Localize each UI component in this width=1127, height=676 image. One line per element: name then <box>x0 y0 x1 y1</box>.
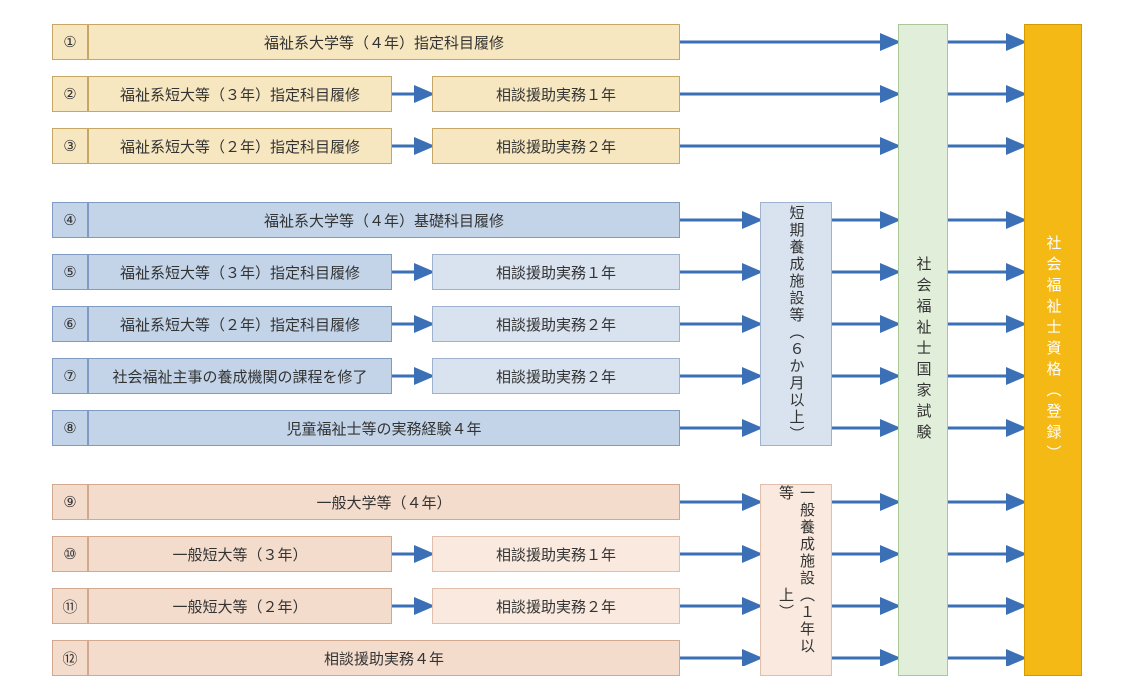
route-stage-a: 福祉系大学等（４年）指定科目履修 <box>88 24 680 60</box>
route-number: ⑤ <box>52 254 88 290</box>
route-number: ⑦ <box>52 358 88 394</box>
route-stage-a: 福祉系短大等（３年）指定科目履修 <box>88 76 392 112</box>
route-stage-b: 相談援助実務２年 <box>432 128 680 164</box>
route-stage-b: 相談援助実務２年 <box>432 588 680 624</box>
route-stage-b: 相談援助実務１年 <box>432 76 680 112</box>
route-stage-a: 福祉系大学等（４年）基礎科目履修 <box>88 202 680 238</box>
route-number: ⑥ <box>52 306 88 342</box>
route-number: ⑪ <box>52 588 88 624</box>
route-stage-a: 児童福祉士等の実務経験４年 <box>88 410 680 446</box>
route-number: ③ <box>52 128 88 164</box>
route-number: ② <box>52 76 88 112</box>
training-box-short: 短期養成施設等（６か月以上） <box>760 202 832 446</box>
route-stage-a: 一般短大等（３年） <box>88 536 392 572</box>
route-number: ④ <box>52 202 88 238</box>
route-stage-a: 福祉系短大等（２年）指定科目履修 <box>88 128 392 164</box>
route-stage-b: 相談援助実務１年 <box>432 536 680 572</box>
route-stage-a: 福祉系短大等（２年）指定科目履修 <box>88 306 392 342</box>
route-stage-a: 一般短大等（２年） <box>88 588 392 624</box>
route-stage-b: 相談援助実務１年 <box>432 254 680 290</box>
route-stage-b: 相談援助実務２年 <box>432 306 680 342</box>
training-box-general: 一般養成施設等（１年以上） <box>760 484 832 676</box>
route-number: ⑧ <box>52 410 88 446</box>
route-stage-a: 相談援助実務４年 <box>88 640 680 676</box>
national-exam-box: 社会福祉士国家試験 <box>898 24 948 676</box>
route-stage-b: 相談援助実務２年 <box>432 358 680 394</box>
route-stage-a: 一般大学等（４年） <box>88 484 680 520</box>
route-number: ⑫ <box>52 640 88 676</box>
route-number: ⑨ <box>52 484 88 520</box>
route-number: ⑩ <box>52 536 88 572</box>
registration-box: 社会福祉士資格（登録） <box>1024 24 1082 676</box>
route-stage-a: 社会福祉主事の養成機関の課程を修了 <box>88 358 392 394</box>
route-number: ① <box>52 24 88 60</box>
diagram-stage: ①福祉系大学等（４年）指定科目履修②福祉系短大等（３年）指定科目履修相談援助実務… <box>0 0 1127 666</box>
route-stage-a: 福祉系短大等（３年）指定科目履修 <box>88 254 392 290</box>
